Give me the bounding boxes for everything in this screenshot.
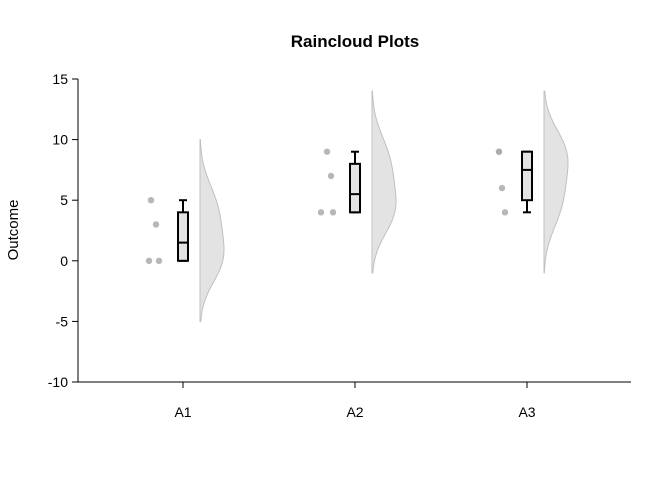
data-point bbox=[155, 257, 163, 264]
y-tick-label: 0 bbox=[60, 253, 68, 269]
x-axis: A1 A2 A3 bbox=[78, 381, 631, 420]
data-point bbox=[327, 172, 335, 180]
data-point bbox=[495, 148, 503, 155]
box bbox=[521, 150, 533, 202]
y-axis: -10 -5 0 5 10 15 bbox=[48, 71, 79, 390]
x-tick-label: A3 bbox=[518, 404, 535, 420]
box bbox=[177, 211, 189, 262]
y-tick-label: -5 bbox=[56, 313, 69, 329]
data-point bbox=[152, 221, 160, 228]
y-tick-label: 5 bbox=[60, 192, 68, 208]
y-tick-label: -10 bbox=[48, 374, 68, 390]
x-tick-label: A2 bbox=[346, 404, 363, 420]
data-point bbox=[323, 148, 331, 155]
data-point bbox=[145, 257, 153, 264]
density-cloud bbox=[199, 139, 225, 322]
density-cloud bbox=[371, 90, 397, 274]
data-point bbox=[498, 184, 506, 192]
data-point bbox=[317, 209, 325, 216]
chart-title: Raincloud Plots bbox=[291, 32, 419, 51]
plot-area bbox=[145, 90, 569, 322]
x-tick-label: A1 bbox=[174, 404, 191, 420]
density-cloud bbox=[543, 90, 569, 274]
data-point bbox=[501, 209, 509, 216]
box bbox=[349, 162, 361, 214]
y-tick-label: 15 bbox=[52, 71, 68, 87]
y-axis-label: Outcome bbox=[5, 200, 22, 261]
data-point bbox=[329, 209, 337, 216]
y-tick-label: 10 bbox=[52, 132, 68, 148]
data-point bbox=[147, 197, 155, 204]
